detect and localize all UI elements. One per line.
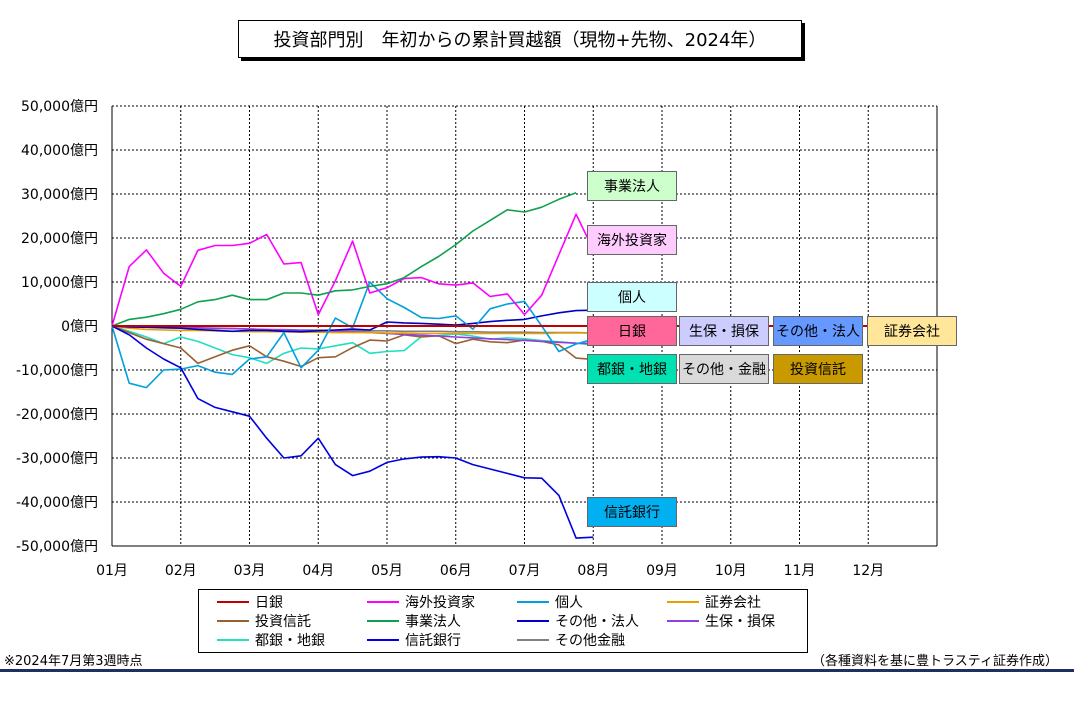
series-group [111,191,903,539]
legend-label: その他金融 [555,633,625,649]
x-tick-label: 10月 [715,563,747,579]
legend-label: 生保・損保 [705,614,775,630]
end-label: その他・法人 [773,316,863,346]
series-line [111,309,594,333]
end-label: 個人 [587,282,677,312]
x-tick-label: 09月 [646,563,678,579]
legend: 日銀 海外投資家 個人 証券会社投資信託 事業法人 その他・法人 生保・損保都銀・地銀 信託銀… [198,589,808,653]
series-line [111,213,595,327]
y-tick-label: -50,000億円 [16,539,98,555]
legend-swatch [667,620,699,622]
legend-label: 事業法人 [405,614,461,630]
end-label: 日銀 [587,316,677,346]
legend-item: 事業法人 [367,611,461,631]
end-label: 都銀・地銀 [587,354,677,384]
legend-item: 生保・損保 [667,611,775,631]
x-tick-label: 06月 [440,563,472,579]
legend-label: 投資信託 [255,614,311,630]
y-tick-label: -20,000億円 [16,407,98,423]
series-line [111,325,594,335]
y-tick-label: 40,000億円 [21,143,98,159]
legend-swatch [667,601,699,603]
y-tick-label: 0億円 [61,319,98,335]
legend-item: 個人 [517,592,583,612]
x-tick-label: 07月 [509,563,541,579]
series-line [111,281,594,389]
end-label: 投資信託 [773,354,863,384]
end-label: 事業法人 [587,171,677,201]
legend-item: 日銀 [217,592,283,612]
footnote-date: ※2024年7月第3週時点 [4,654,143,669]
x-axis-ticks: 01月 02月 03月 04月 05月 06月 07月 08月 09月 10月 11月 12月 [96,563,884,579]
x-tick-label: 11月 [784,563,816,579]
y-tick-label: 30,000億円 [21,187,98,203]
x-tick-label: 02月 [165,563,197,579]
end-label: 信託銀行 [587,497,677,527]
end-label: 証券会社 [867,316,957,346]
y-tick-label: -40,000億円 [16,495,98,511]
x-tick-label: 08月 [577,563,609,579]
legend-swatch [517,620,549,622]
y-tick-label: -30,000億円 [16,451,98,467]
y-tick-label: 50,000億円 [21,99,98,115]
legend-label: 海外投資家 [405,595,475,611]
series-line [111,325,594,345]
legend-item: 都銀・地銀 [217,630,325,650]
chart-title: 投資部門別 年初からの累計買越額（現物+先物、2024年） [238,20,802,58]
legend-label: 個人 [555,595,583,611]
end-label: 生保・損保 [679,316,769,346]
x-tick-label: 12月 [852,563,884,579]
legend-swatch [517,639,549,641]
series-line [111,325,594,539]
x-tick-label: 04月 [302,563,334,579]
legend-label: 証券会社 [705,595,761,611]
end-label: 海外投資家 [587,225,677,255]
legend-item: 信託銀行 [367,630,461,650]
legend-label: 都銀・地銀 [255,633,325,649]
legend-item: 証券会社 [667,592,761,612]
series-line [111,325,594,365]
series-line [111,191,577,327]
x-tick-label: 01月 [96,563,128,579]
legend-item: 海外投資家 [367,592,475,612]
legend-swatch [367,639,399,641]
legend-item: その他金融 [517,630,625,650]
legend-swatch [217,620,249,622]
legend-label: 信託銀行 [405,633,461,649]
legend-item: 投資信託 [217,611,311,631]
y-tick-label: 10,000億円 [21,275,98,291]
y-axis-ticks: 50,000億円 40,000億円 30,000億円 20,000億円 10,000億円… [16,99,98,555]
series-line [111,325,594,368]
legend-swatch [367,601,399,603]
legend-swatch [217,601,249,603]
x-tick-label: 03月 [234,563,266,579]
legend-swatch [217,639,249,641]
y-tick-label: -10,000億円 [16,363,98,379]
bottom-rule [0,669,1074,672]
legend-label: その他・法人 [555,614,639,630]
footnote-source: （各種資料を基に豊トラスティ証券作成） [812,654,1058,669]
end-label: その他・金融 [679,354,769,384]
legend-swatch [517,601,549,603]
legend-label: 日銀 [255,595,283,611]
x-tick-label: 05月 [371,563,403,579]
y-tick-label: 20,000億円 [21,231,98,247]
legend-item: その他・法人 [517,611,639,631]
legend-swatch [367,620,399,622]
